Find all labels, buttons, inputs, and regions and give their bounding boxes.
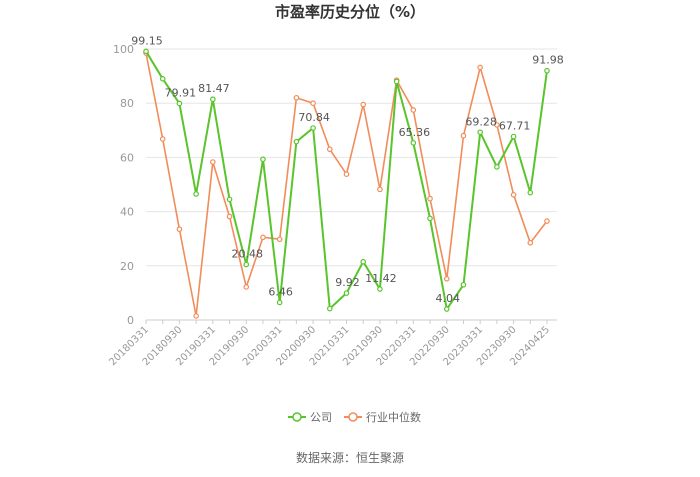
- data-label: 99.15: [131, 34, 163, 47]
- data-point-company[interactable]: [443, 306, 450, 312]
- data-point-company[interactable]: [276, 299, 283, 306]
- data-point-industry-median[interactable]: [494, 122, 500, 128]
- data-point-company[interactable]: [460, 281, 467, 288]
- legend[interactable]: 公司 行业中位数: [288, 410, 421, 424]
- data-label: 4.04: [436, 292, 461, 305]
- data-point-company[interactable]: [377, 286, 383, 292]
- data-label: 70.84: [298, 111, 330, 124]
- data-point-company[interactable]: [326, 305, 333, 312]
- data-point-company[interactable]: [243, 261, 250, 268]
- y-tick-label: 100: [113, 43, 134, 56]
- legend-marker-icon: [348, 412, 358, 422]
- data-point-industry-median[interactable]: [243, 284, 250, 290]
- data-point-industry-median[interactable]: [427, 195, 433, 202]
- data-point-company[interactable]: [176, 100, 183, 107]
- data-label: 67.71: [499, 120, 531, 133]
- data-point-company[interactable]: [193, 191, 199, 197]
- data-label: 69.28: [465, 115, 497, 128]
- data-point-company[interactable]: [260, 156, 266, 163]
- data-point-industry-median[interactable]: [293, 94, 300, 101]
- data-point-company[interactable]: [343, 290, 350, 296]
- data-point-industry-median[interactable]: [343, 171, 350, 178]
- data-point-industry-median[interactable]: [377, 186, 383, 193]
- data-point-company[interactable]: [494, 164, 500, 170]
- data-point-industry-median[interactable]: [477, 64, 483, 71]
- legend-label: 行业中位数: [366, 410, 421, 424]
- data-point-company[interactable]: [410, 140, 417, 146]
- data-point-industry-median[interactable]: [276, 236, 283, 243]
- data-label: 6.46: [268, 285, 293, 298]
- data-point-company[interactable]: [477, 129, 483, 136]
- data-point-industry-median[interactable]: [410, 107, 417, 113]
- data-labels: 99.15 79.91 81.47 20.48 6.46 70.84 9.92 11.42 65…: [131, 34, 564, 305]
- series-layer: [143, 48, 550, 319]
- y-tick-label: 40: [120, 206, 134, 219]
- data-point-company[interactable]: [527, 189, 534, 196]
- y-tick-label: 20: [120, 260, 134, 273]
- data-point-industry-median[interactable]: [326, 146, 333, 153]
- data-label: 81.47: [198, 82, 230, 95]
- legend-item-company[interactable]: 公司: [288, 411, 332, 424]
- data-source-note: 数据来源：恒生聚源: [296, 450, 404, 465]
- data-point-company[interactable]: [143, 48, 149, 55]
- data-point-company[interactable]: [226, 196, 233, 203]
- data-label: 79.91: [165, 86, 197, 99]
- legend-label: 公司: [310, 411, 332, 424]
- data-point-company[interactable]: [510, 133, 517, 140]
- data-point-company[interactable]: [393, 78, 400, 85]
- data-point-industry-median[interactable]: [360, 101, 367, 108]
- data-label: 9.92: [335, 276, 360, 289]
- y-tick-label: 60: [120, 151, 134, 164]
- data-point-industry-median[interactable]: [176, 226, 183, 233]
- data-point-company[interactable]: [544, 67, 550, 74]
- data-point-industry-median[interactable]: [460, 132, 467, 139]
- data-point-industry-median[interactable]: [510, 191, 517, 198]
- data-point-industry-median[interactable]: [527, 239, 534, 246]
- data-point-company[interactable]: [360, 258, 367, 265]
- y-tick-label: 80: [120, 97, 134, 110]
- data-label: 65.36: [399, 126, 431, 139]
- data-label: 91.98: [532, 54, 564, 67]
- data-point-industry-median[interactable]: [193, 313, 199, 319]
- data-point-industry-median[interactable]: [544, 218, 550, 224]
- data-point-industry-median[interactable]: [310, 100, 316, 107]
- data-point-industry-median[interactable]: [226, 213, 233, 220]
- legend-item-industry-median[interactable]: 行业中位数: [344, 410, 421, 424]
- data-point-company[interactable]: [210, 96, 216, 103]
- data-point-company[interactable]: [159, 76, 166, 82]
- data-point-industry-median[interactable]: [210, 159, 216, 165]
- data-point-industry-median[interactable]: [260, 234, 266, 241]
- data-point-industry-median[interactable]: [443, 276, 450, 282]
- data-label: 20.48: [232, 247, 264, 260]
- y-tick-label: 0: [127, 314, 134, 327]
- data-point-company[interactable]: [427, 215, 433, 222]
- chart-title: 市盈率历史分位（%）: [275, 3, 425, 21]
- data-point-industry-median[interactable]: [159, 136, 166, 142]
- data-point-company[interactable]: [293, 138, 300, 145]
- data-label: 11.42: [365, 272, 397, 285]
- legend-marker-icon: [292, 412, 302, 422]
- data-point-company[interactable]: [310, 125, 316, 131]
